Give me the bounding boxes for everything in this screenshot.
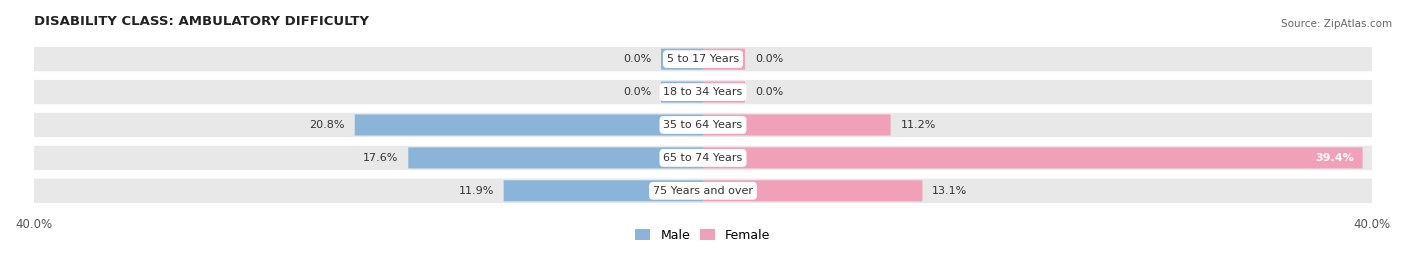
Text: 0.0%: 0.0% (623, 54, 651, 64)
Text: 11.2%: 11.2% (900, 120, 936, 130)
Text: 0.0%: 0.0% (623, 87, 651, 97)
FancyBboxPatch shape (408, 147, 703, 168)
FancyBboxPatch shape (703, 147, 1362, 168)
FancyBboxPatch shape (703, 49, 745, 70)
Text: 11.9%: 11.9% (458, 186, 494, 196)
Text: 65 to 74 Years: 65 to 74 Years (664, 153, 742, 163)
Text: 39.4%: 39.4% (1315, 153, 1354, 163)
Text: DISABILITY CLASS: AMBULATORY DIFFICULTY: DISABILITY CLASS: AMBULATORY DIFFICULTY (34, 15, 368, 28)
FancyBboxPatch shape (34, 80, 1372, 104)
Text: 5 to 17 Years: 5 to 17 Years (666, 54, 740, 64)
FancyBboxPatch shape (34, 113, 1372, 137)
Text: 17.6%: 17.6% (363, 153, 398, 163)
Text: 13.1%: 13.1% (932, 186, 967, 196)
FancyBboxPatch shape (703, 114, 890, 136)
Text: Source: ZipAtlas.com: Source: ZipAtlas.com (1281, 19, 1392, 29)
Text: 0.0%: 0.0% (755, 54, 783, 64)
Text: 35 to 64 Years: 35 to 64 Years (664, 120, 742, 130)
FancyBboxPatch shape (703, 180, 922, 201)
Legend: Male, Female: Male, Female (630, 224, 776, 247)
Text: 20.8%: 20.8% (309, 120, 344, 130)
FancyBboxPatch shape (34, 146, 1372, 170)
Text: 75 Years and over: 75 Years and over (652, 186, 754, 196)
FancyBboxPatch shape (354, 114, 703, 136)
FancyBboxPatch shape (661, 49, 703, 70)
FancyBboxPatch shape (503, 180, 703, 201)
FancyBboxPatch shape (703, 81, 745, 103)
Text: 18 to 34 Years: 18 to 34 Years (664, 87, 742, 97)
Text: 0.0%: 0.0% (755, 87, 783, 97)
FancyBboxPatch shape (34, 47, 1372, 71)
FancyBboxPatch shape (34, 179, 1372, 203)
FancyBboxPatch shape (661, 81, 703, 103)
